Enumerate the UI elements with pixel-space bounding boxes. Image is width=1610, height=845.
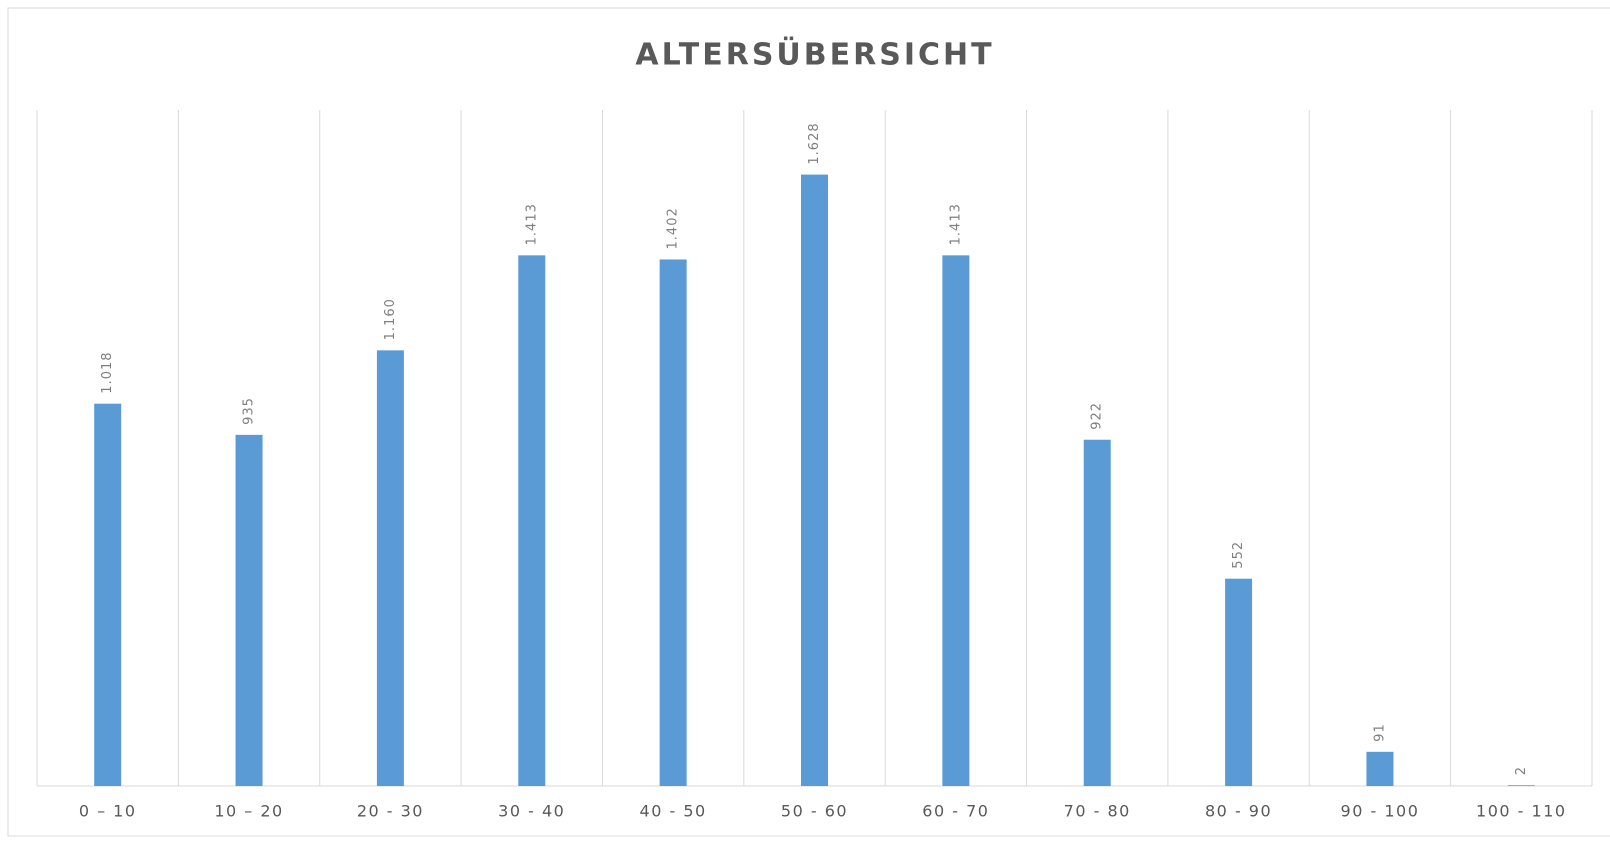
bar bbox=[659, 259, 687, 787]
bar bbox=[942, 255, 970, 787]
bar bbox=[1366, 751, 1394, 786]
x-tick-label: 60 - 70 bbox=[922, 802, 989, 821]
x-tick-label: 0 – 10 bbox=[79, 802, 137, 821]
bar bbox=[518, 255, 546, 787]
bar bbox=[94, 403, 122, 786]
chart-title: ALTERSÜBERSICHT bbox=[635, 36, 994, 73]
data-label: 935 bbox=[242, 397, 257, 425]
x-tick-label: 100 - 110 bbox=[1476, 802, 1567, 821]
data-label: 552 bbox=[1231, 541, 1246, 569]
data-label: 1.018 bbox=[100, 351, 115, 393]
bar bbox=[235, 434, 263, 786]
bar bbox=[1083, 439, 1111, 786]
data-label: 1.160 bbox=[383, 298, 398, 340]
bar bbox=[801, 174, 828, 786]
bar bbox=[376, 350, 404, 786]
x-tick-label: 30 - 40 bbox=[498, 802, 565, 821]
x-tick-label: 10 – 20 bbox=[214, 802, 283, 821]
data-label: 2 bbox=[1514, 766, 1529, 775]
x-tick-label: 20 - 30 bbox=[357, 802, 424, 821]
x-tick-label: 50 - 60 bbox=[781, 802, 848, 821]
data-label: 91 bbox=[1372, 723, 1387, 742]
x-tick-label: 80 - 90 bbox=[1205, 802, 1272, 821]
x-tick-label: 90 - 100 bbox=[1341, 802, 1420, 821]
bar bbox=[1225, 578, 1253, 786]
data-label: 1.413 bbox=[948, 203, 963, 245]
data-label: 1.628 bbox=[807, 122, 822, 164]
bar bbox=[1507, 785, 1535, 786]
data-label: 1.402 bbox=[666, 207, 681, 249]
x-tick-label: 70 - 80 bbox=[1064, 802, 1131, 821]
x-tick-label: 40 - 50 bbox=[640, 802, 707, 821]
data-label: 922 bbox=[1090, 402, 1105, 430]
data-label: 1.413 bbox=[524, 203, 539, 245]
